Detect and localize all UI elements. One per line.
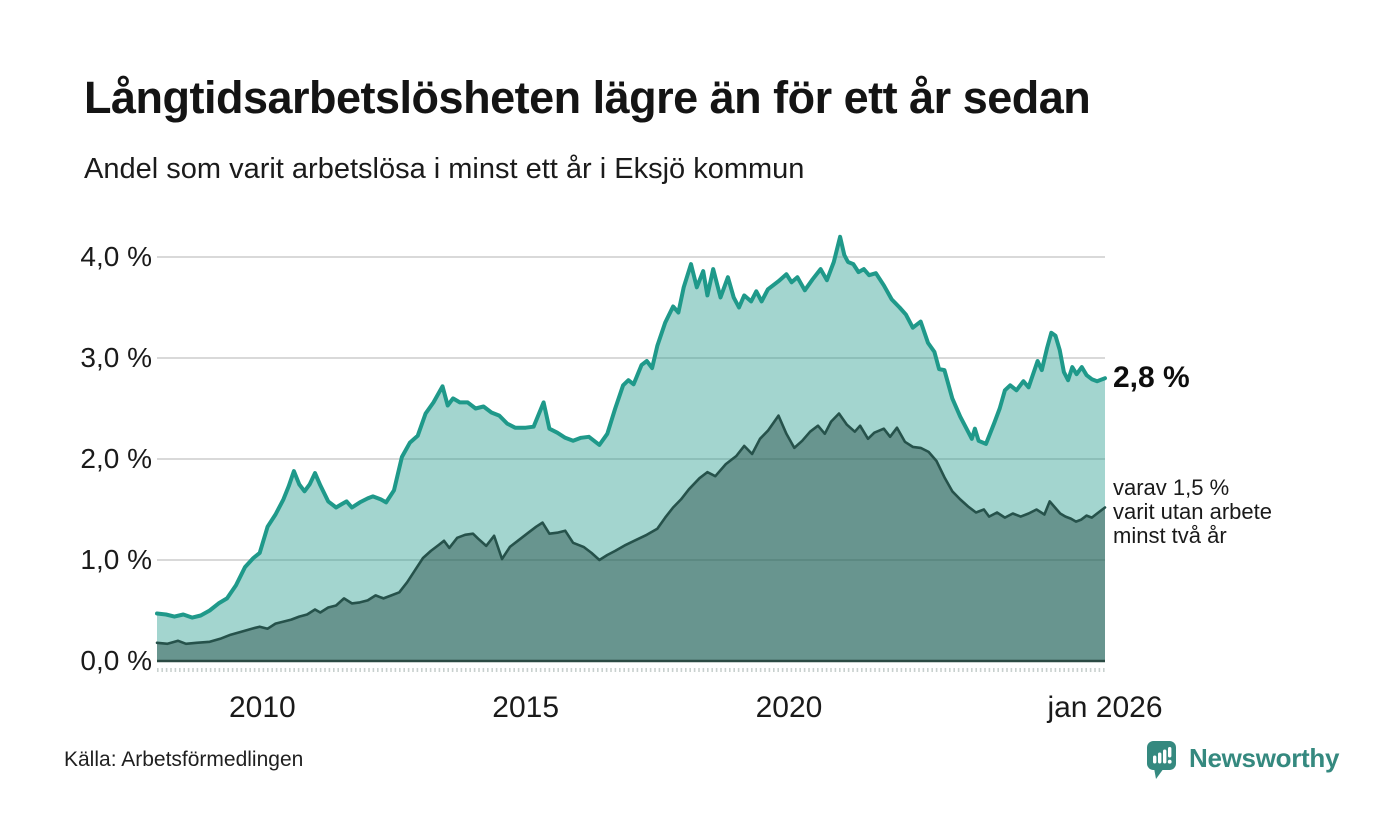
series-line-one-year [155,234,1107,620]
brand-name: Newsworthy [1189,743,1340,773]
page-title: Långtidsarbetslösheten lägre än för ett … [84,72,1091,123]
y-tick-label-2: 2,0 % [80,443,152,474]
x-tick-label-2015: 2015 [492,691,560,724]
latest-value-label: 2,8 % [1113,361,1190,395]
area-fill-two-years [157,413,1105,661]
y-tick-label-3: 3,0 % [80,342,152,373]
y-tick-label-0: 0,0 % [80,645,152,676]
gridlines [157,256,1105,561]
source-credit: Källa: Arbetsförmedlingen [64,748,304,771]
x-tick-label-2026: jan 2026 [1047,691,1163,724]
secondary-series-note: varav 1,5 % varit utan arbete minst två … [1113,474,1272,548]
series-line-two-years [155,412,1107,646]
newsworthy-logo-icon [1147,741,1176,779]
y-tick-label-1: 1,0 % [80,544,152,575]
area-fill-one-year [157,236,1105,662]
chart-subtitle: Andel som varit arbetslösa i minst ett å… [84,153,805,185]
note-line-3: minst två år [1113,522,1227,548]
x-tick-label-2020: 2020 [755,691,823,724]
note-line-1: varav 1,5 % [1113,474,1230,500]
brand-logo: Newsworthy [1146,740,1339,782]
x-tick-label-2010: 2010 [228,691,296,724]
y-tick-label-4: 4,0 % [80,241,152,272]
note-line-2: varit utan arbete [1113,498,1272,524]
